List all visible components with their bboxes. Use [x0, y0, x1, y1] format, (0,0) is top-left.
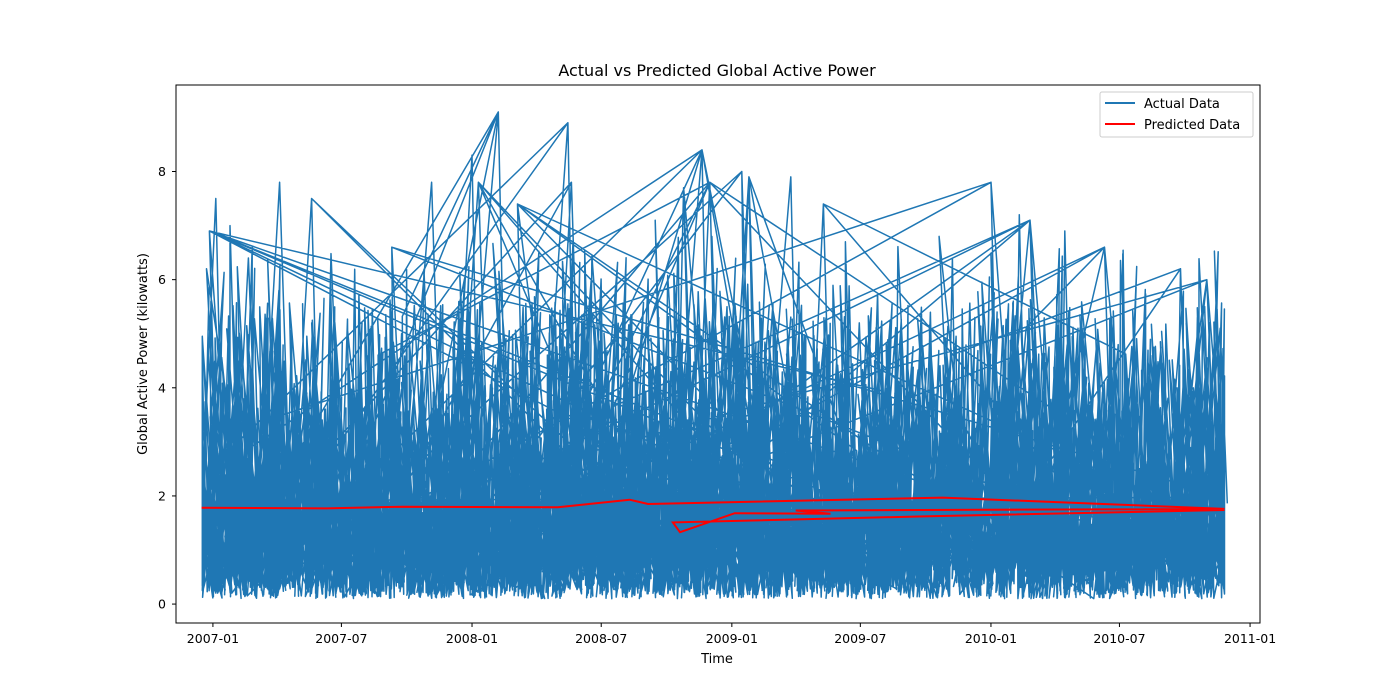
y-tick-label: 2 — [158, 488, 166, 503]
y-tick-label: 8 — [158, 164, 166, 179]
legend-box — [1099, 91, 1254, 138]
plot-frame — [175, 84, 1261, 624]
x-tick-label: 2010-01 — [965, 631, 1017, 646]
legend-label-actual: Actual Data — [1144, 97, 1220, 112]
x-tick-label: 2007-01 — [187, 631, 239, 646]
x-axis-label: Time — [700, 652, 733, 667]
predicted-data-series — [201, 496, 1225, 534]
y-axis-label: Global Active Power (kilowatts) — [136, 253, 151, 455]
x-tick-label: 2008-07 — [575, 631, 627, 646]
y-axis: 0 2 4 6 8 — [158, 164, 176, 612]
predicted-data-line — [201, 496, 1225, 534]
y-tick-label: 0 — [158, 597, 166, 612]
legend-label-predicted: Predicted Data — [1144, 118, 1240, 133]
chart-title: Actual vs Predicted Global Active Power — [558, 61, 876, 80]
x-tick-label: 2009-01 — [706, 631, 758, 646]
x-tick-label: 2007-07 — [315, 631, 367, 646]
y-tick-label: 6 — [158, 272, 166, 287]
x-axis: 2007-01 2007-07 2008-01 2008-07 2009-01 2009-… — [187, 623, 1276, 646]
legend: Actual Data Predicted Data — [1099, 91, 1254, 138]
x-tick-label: 2009-07 — [834, 631, 886, 646]
x-tick-label: 2010-07 — [1093, 631, 1145, 646]
y-tick-label: 4 — [158, 380, 166, 395]
actual-data-line — [201, 111, 1229, 600]
x-tick-label: 2011-01 — [1224, 631, 1276, 646]
actual-data-series — [201, 111, 1229, 600]
x-tick-label: 2008-01 — [446, 631, 498, 646]
